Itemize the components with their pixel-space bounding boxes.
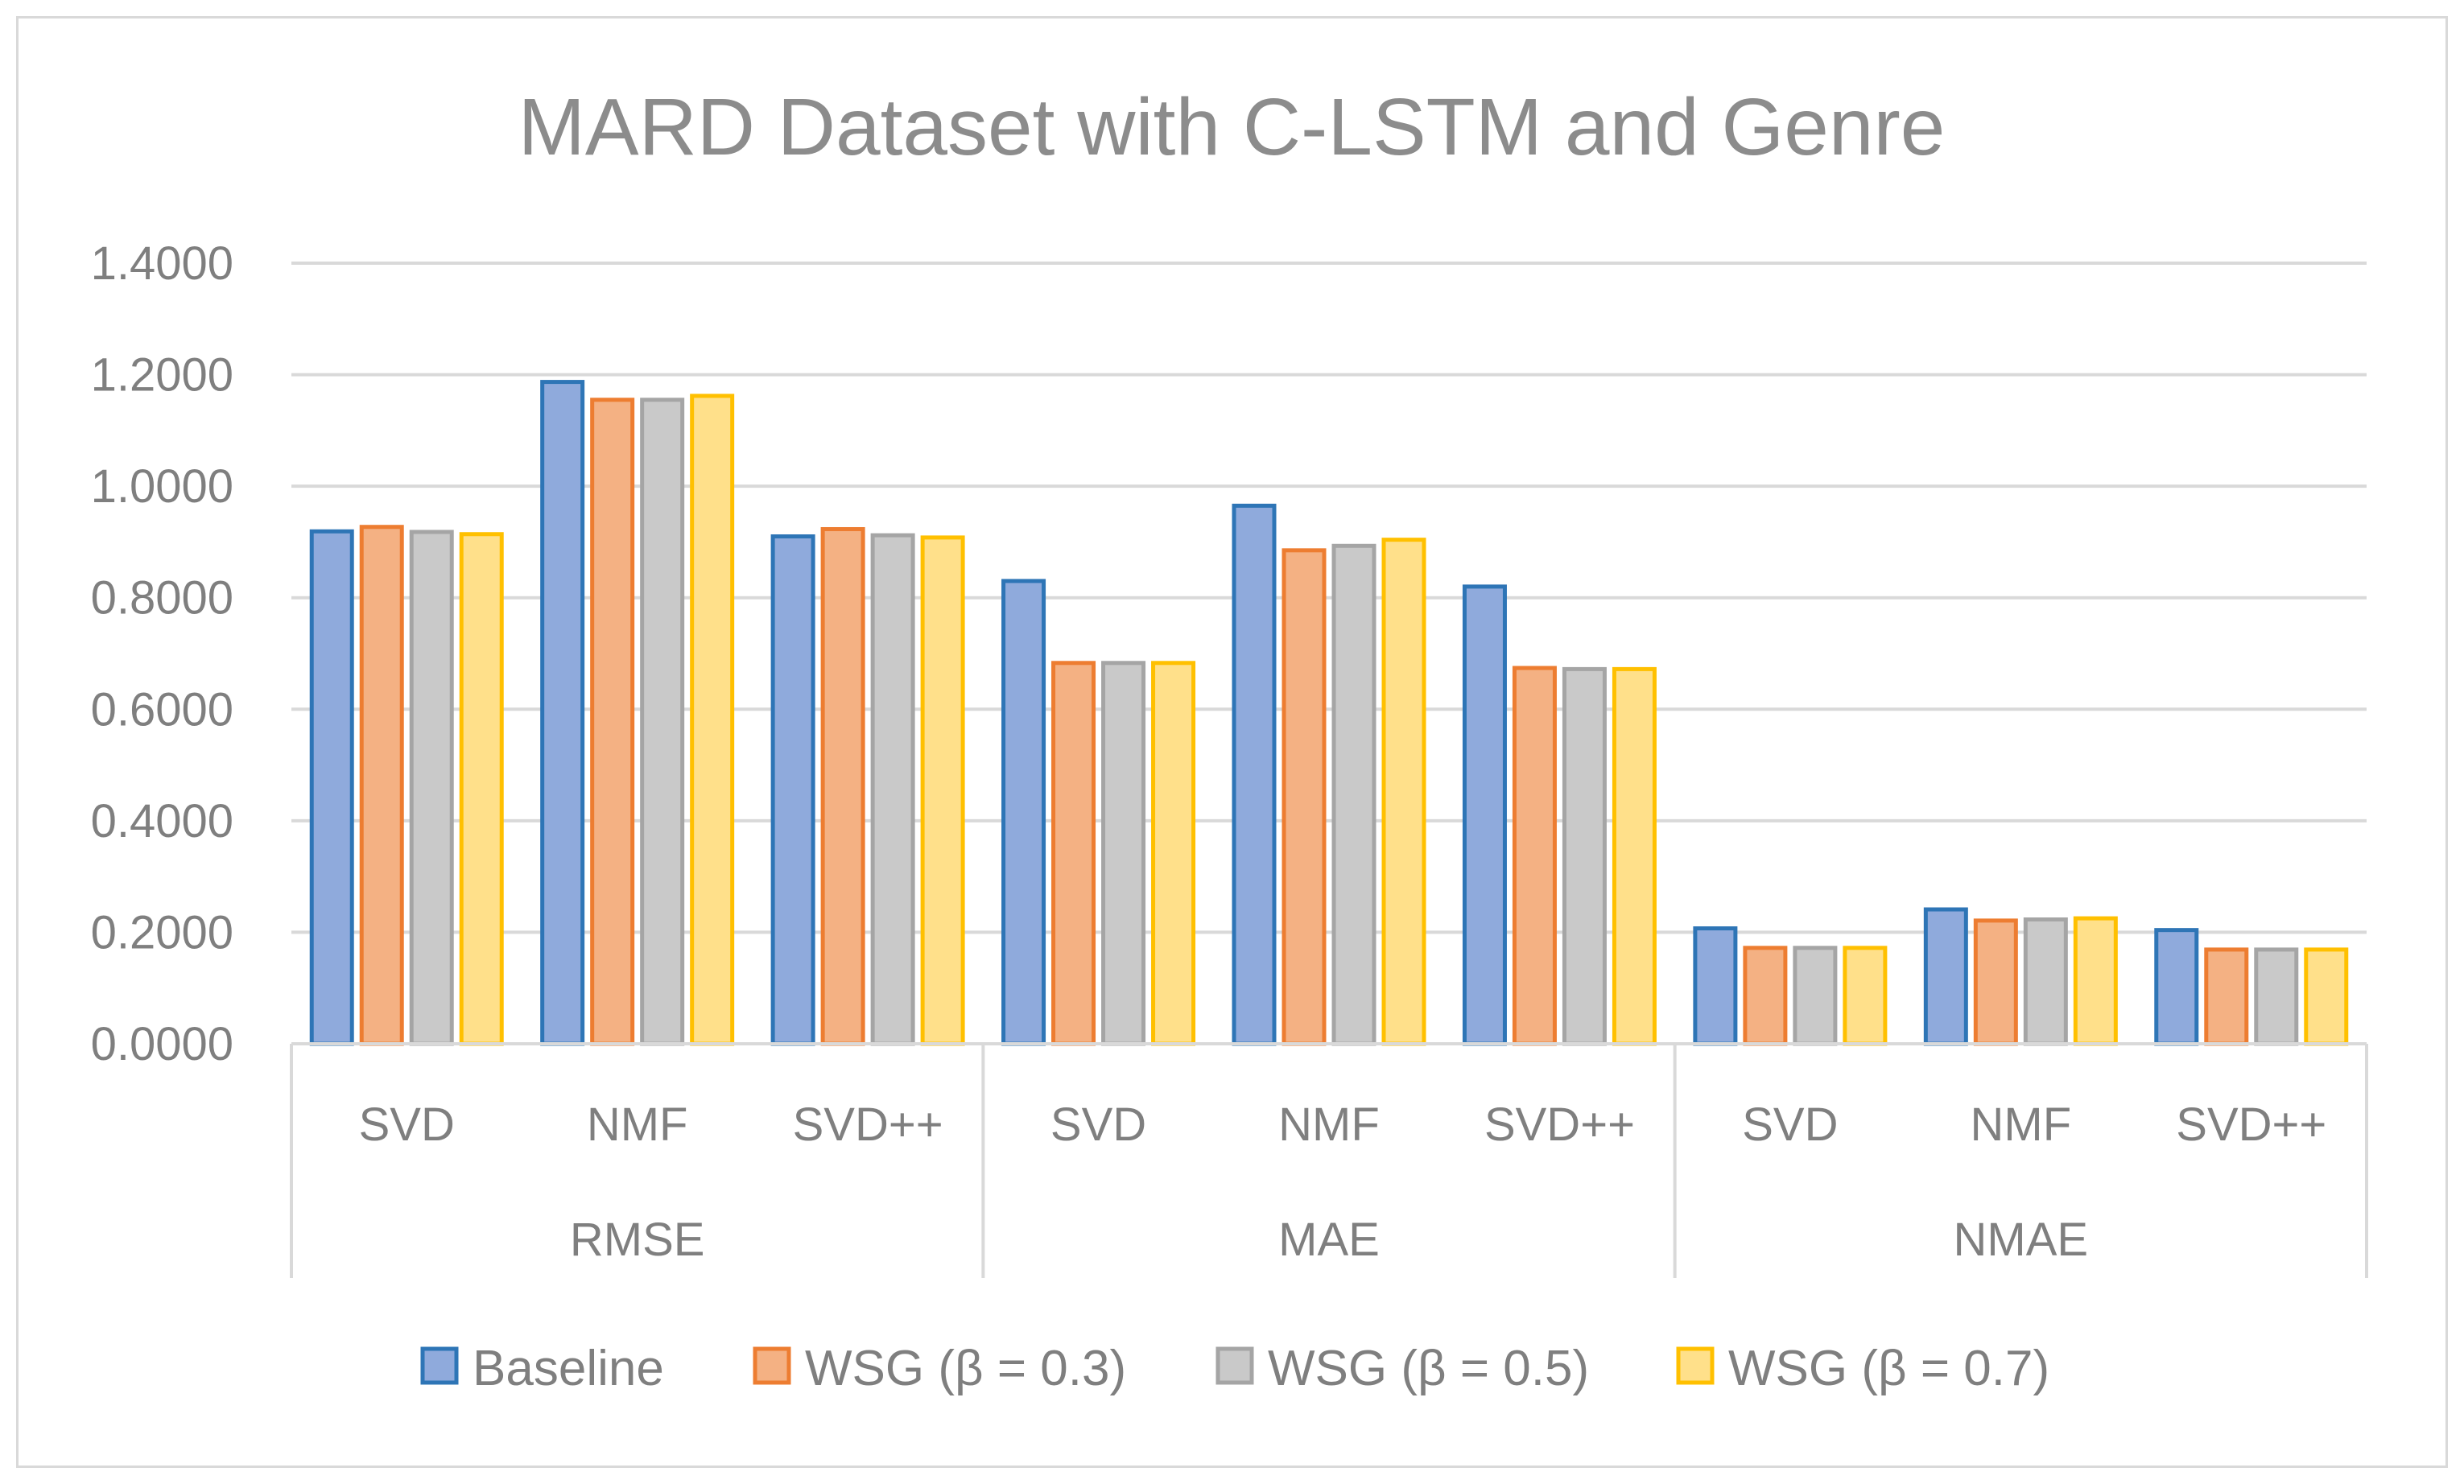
legend-swatch: [1215, 1346, 1254, 1385]
bar: [1612, 666, 1657, 1046]
bar: [690, 394, 735, 1046]
bar: [1051, 661, 1096, 1046]
bar: [2023, 917, 2068, 1046]
legend-label: WSG (β = 0.5): [1268, 1341, 1589, 1396]
bar: [1973, 918, 2018, 1046]
y-tick-label: 0.4000: [91, 795, 233, 847]
bar: [2254, 947, 2299, 1046]
x-category-label: NMF: [587, 1099, 688, 1151]
bar: [870, 533, 915, 1046]
bar: [640, 398, 685, 1046]
x-category-label: SVD++: [1484, 1099, 1635, 1151]
legend-item: WSG (β = 0.7): [1676, 1341, 2049, 1396]
y-tick-label: 0.8000: [91, 572, 233, 625]
bar: [1462, 584, 1507, 1046]
bar: [1331, 543, 1376, 1046]
bar: [1743, 946, 1788, 1046]
legend-swatch: [753, 1346, 791, 1385]
legend: Baseline WSG (β = 0.3) WSG (β = 0.5) WSG (β…: [420, 1341, 2049, 1396]
bar: [1151, 661, 1196, 1046]
x-axis: SVD NMF SVD++ RMSE SVD NMF SVD++ MAE SVD NMF SVD++…: [290, 1042, 2368, 1278]
bar: [770, 534, 815, 1046]
x-category-label: SVD: [1742, 1099, 1838, 1151]
bar: [1282, 548, 1327, 1046]
bar: [359, 525, 404, 1046]
bar: [540, 380, 585, 1046]
legend-item: WSG (β = 0.5): [1215, 1341, 1589, 1396]
y-tick-label: 1.4000: [91, 237, 233, 290]
bar: [2304, 947, 2349, 1046]
legend-label: WSG (β = 0.7): [1728, 1341, 2049, 1396]
x-category-label: NMF: [1278, 1099, 1380, 1151]
x-category-label: SVD: [359, 1099, 455, 1151]
legend-item: Baseline: [420, 1341, 664, 1396]
bar: [820, 526, 865, 1046]
bar: [1843, 946, 1888, 1046]
x-category-label: SVD++: [2176, 1099, 2326, 1151]
bar: [1101, 661, 1146, 1046]
bar: [309, 529, 354, 1046]
bar: [2073, 916, 2118, 1046]
x-category-label: SVD++: [793, 1099, 943, 1151]
x-category-label: NMF: [1971, 1099, 2072, 1151]
y-tick-label: 0.0000: [91, 1018, 233, 1070]
y-tick-label: 1.0000: [91, 460, 233, 513]
x-group-label: RMSE: [570, 1214, 705, 1266]
bar: [1232, 503, 1277, 1046]
bars: [309, 380, 2349, 1046]
bar: [1001, 579, 1046, 1046]
bar: [1562, 666, 1607, 1046]
y-tick-label: 1.2000: [91, 349, 233, 402]
y-tick-label: 0.2000: [91, 906, 233, 958]
bar: [1512, 666, 1557, 1046]
chart-title: MARD Dataset with C-LSTM and Genre: [518, 82, 1946, 172]
bar: [2204, 947, 2249, 1046]
y-axis-ticks: 0.0000 0.2000 0.4000 0.6000 0.8000 1.0000 1.20…: [91, 237, 233, 1070]
bar: [1793, 946, 1838, 1046]
bar: [1923, 907, 1968, 1046]
legend-swatch: [420, 1346, 459, 1385]
bar: [459, 532, 504, 1046]
legend-label: Baseline: [473, 1341, 664, 1396]
bar: [2154, 928, 2199, 1046]
y-tick-label: 0.6000: [91, 683, 233, 736]
bar: [1381, 538, 1426, 1046]
legend-item: WSG (β = 0.3): [753, 1341, 1126, 1396]
x-category-label: SVD: [1050, 1099, 1146, 1151]
legend-label: WSG (β = 0.3): [805, 1341, 1126, 1396]
bar: [1693, 926, 1738, 1046]
bar: [409, 530, 454, 1046]
bar: [590, 398, 635, 1046]
gridlines: [291, 262, 2367, 934]
legend-swatch: [1676, 1346, 1715, 1385]
x-group-label: NMAE: [1954, 1214, 2089, 1266]
bar: [920, 535, 965, 1046]
x-group-label: MAE: [1278, 1214, 1380, 1266]
